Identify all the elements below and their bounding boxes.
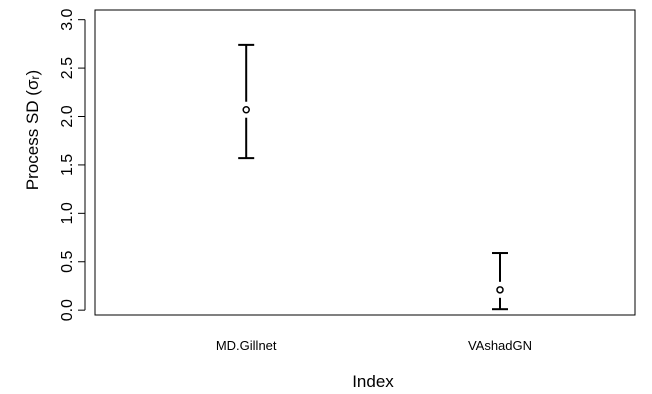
- x-tick-label: MD.Gillnet: [216, 338, 277, 353]
- y-tick-label: 0.0: [59, 299, 76, 321]
- x-axis-title: Index: [352, 372, 394, 391]
- data-point: [496, 286, 504, 294]
- data-point: [242, 105, 250, 114]
- x-axis: MD.Gillnet VAshadGN: [216, 338, 532, 353]
- y-tick-label: 3.0: [59, 8, 76, 30]
- chart-marks: [238, 43, 508, 311]
- y-axis-title: Process SD (σᵣ): [23, 70, 42, 190]
- error-bar-group: [238, 43, 255, 160]
- error-bar-group: [492, 252, 508, 311]
- plot-frame: [94, 9, 636, 316]
- y-tick-label: 2.5: [59, 57, 76, 79]
- y-axis: 0.0 0.5 1.0 1.5 2.0 2.5 3.0: [59, 8, 86, 321]
- y-tick-label: 2.0: [59, 105, 76, 127]
- y-tick-label: 1.5: [59, 154, 76, 176]
- y-tick-label: 0.5: [59, 251, 76, 273]
- y-tick-label: 1.0: [59, 202, 76, 224]
- x-tick-label: VAshadGN: [468, 338, 532, 353]
